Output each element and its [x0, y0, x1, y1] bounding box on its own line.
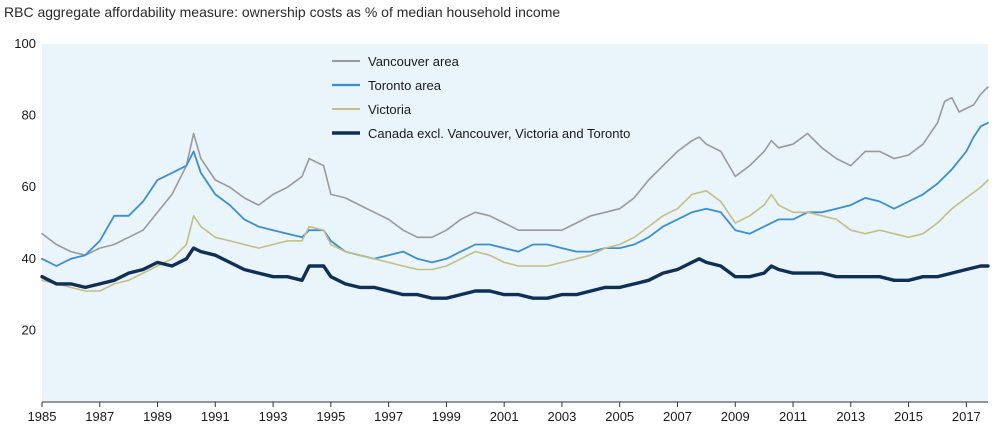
y-tick-label: 100: [14, 36, 36, 51]
legend-label: Canada excl. Vancouver, Victoria and Tor…: [368, 126, 630, 141]
legend-label: Vancouver area: [368, 54, 460, 69]
x-tick-label: 1985: [28, 409, 57, 424]
series-line: [40, 246, 990, 300]
legend-label: Victoria: [368, 102, 412, 117]
x-tick-label: 1999: [432, 409, 461, 424]
x-tick-label: 1989: [143, 409, 172, 424]
chart-title: RBC aggregate affordability measure: own…: [4, 4, 561, 20]
plot-area: [42, 44, 988, 402]
x-tick-label: 2001: [490, 409, 519, 424]
x-tick-label: 2013: [836, 409, 865, 424]
series-line: [41, 121, 989, 267]
x-tick-label: 2011: [779, 409, 807, 424]
x-tick-label: 2015: [894, 409, 923, 424]
y-tick-label: 20: [22, 322, 36, 337]
y-tick-label: 40: [22, 251, 36, 266]
x-tick-label: 2003: [547, 409, 576, 424]
x-tick-label: 2007: [663, 409, 692, 424]
x-tick-label: 1997: [374, 409, 403, 424]
y-tick-label: 80: [22, 108, 36, 123]
x-tick-label: 1987: [85, 409, 114, 424]
x-tick-label: 2005: [605, 409, 634, 424]
series-line: [41, 86, 989, 256]
x-tick-label: 1991: [201, 409, 230, 424]
series-line: [41, 179, 989, 292]
legend-label: Toronto area: [368, 78, 442, 93]
x-tick-label: 1993: [259, 409, 288, 424]
x-tick-label: 1995: [316, 409, 345, 424]
x-tick-label: 2017: [952, 409, 981, 424]
y-tick-label: 60: [22, 179, 36, 194]
x-tick-label: 2009: [721, 409, 750, 424]
